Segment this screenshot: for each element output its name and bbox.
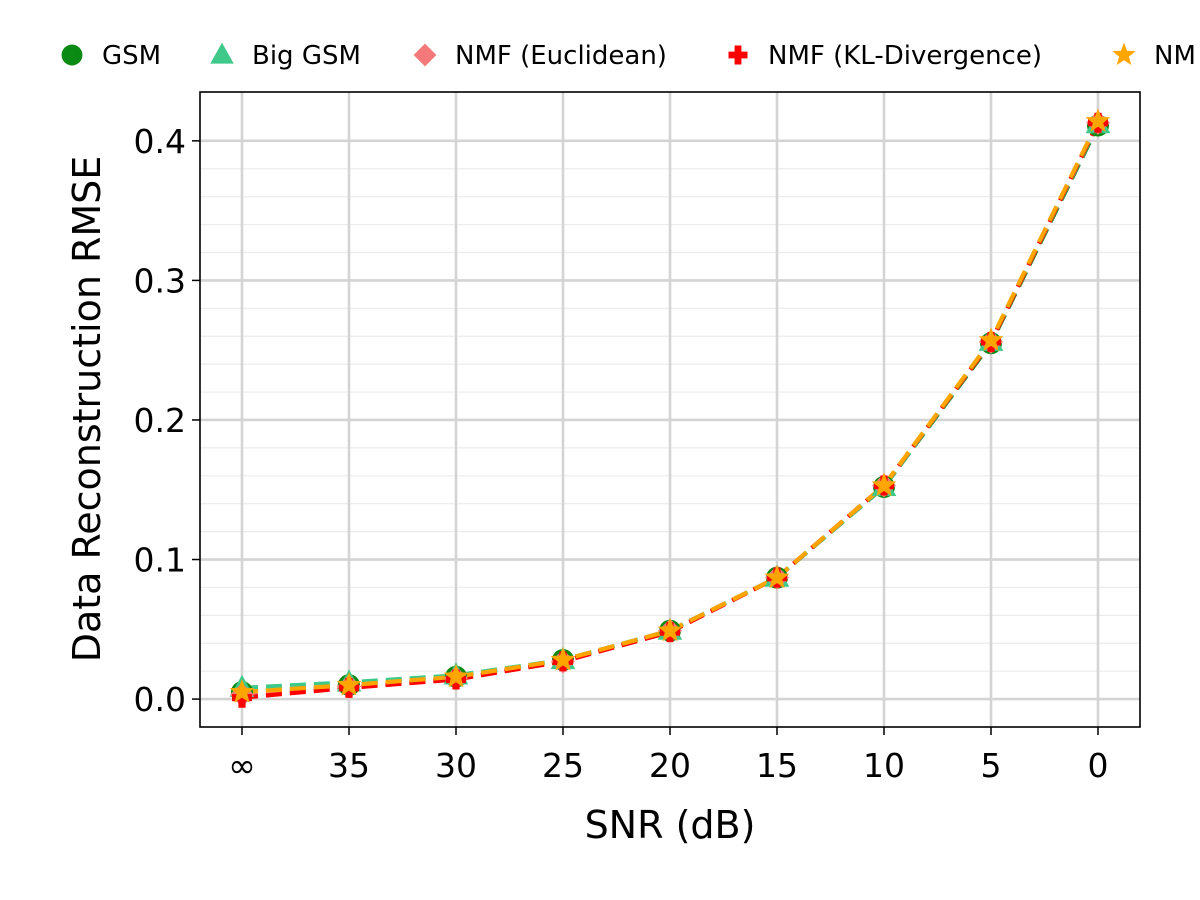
x-tick-label: 30 xyxy=(435,746,477,785)
legend-item-2: NMF (Euclidean) xyxy=(413,41,667,71)
x-axis-ticks: ∞ 35 30 25 20 15 10 5 0 xyxy=(228,727,1109,785)
data-point-4-5 xyxy=(764,564,790,589)
x-tick-label: 25 xyxy=(542,746,584,785)
legend-label-4: NM xyxy=(1154,41,1196,71)
y-tick-label: 0.3 xyxy=(134,261,186,300)
major-gridlines xyxy=(200,92,1140,727)
data-point-4-6 xyxy=(871,472,897,497)
y-tick-label: 0.1 xyxy=(134,541,186,580)
y-tick-label: 0.0 xyxy=(134,680,186,719)
x-tick-label: 10 xyxy=(863,746,905,785)
data-point-4-7 xyxy=(978,327,1004,351)
data-point-4-4 xyxy=(657,617,683,642)
x-tick-label: ∞ xyxy=(228,746,256,785)
data-point-4-0 xyxy=(229,679,255,703)
series-markers xyxy=(229,108,1111,708)
legend-label-3: NMF (KL-Divergence) xyxy=(768,41,1042,71)
data-point-4-2 xyxy=(443,663,469,688)
legend-label-2: NMF (Euclidean) xyxy=(455,41,667,71)
legend: GSM Big GSM NMF (Euclidean) NMF (KL-Diverge… xyxy=(61,41,1196,71)
legend-label-1: Big GSM xyxy=(252,41,361,71)
y-tick-label: 0.4 xyxy=(134,122,186,161)
legend-label-0: GSM xyxy=(102,41,161,71)
data-point-3-0 xyxy=(232,687,252,708)
data-point-4-1 xyxy=(336,672,362,696)
legend-item-0: GSM xyxy=(61,41,161,71)
y-tick-label: 0.2 xyxy=(134,401,186,440)
legend-marker-1 xyxy=(210,42,234,64)
x-tick-label: 0 xyxy=(1088,746,1109,785)
x-tick-label: 35 xyxy=(328,746,370,785)
data-point-4-3 xyxy=(550,647,576,671)
data-point-4-8 xyxy=(1085,108,1111,132)
y-axis-title: Data Reconstruction RMSE xyxy=(65,156,109,663)
legend-item-4: NM xyxy=(1112,41,1196,71)
x-tick-label: 15 xyxy=(756,746,798,785)
y-axis-ticks: 0.0 0.1 0.2 0.3 0.4 xyxy=(134,122,200,719)
x-axis-title: SNR (dB) xyxy=(585,803,756,847)
legend-marker-3 xyxy=(728,45,748,65)
legend-marker-0 xyxy=(61,44,83,66)
x-tick-label: 20 xyxy=(649,746,691,785)
legend-marker-4 xyxy=(1112,42,1136,65)
legend-marker-2 xyxy=(413,43,437,67)
legend-item-1: Big GSM xyxy=(210,41,361,71)
x-tick-label: 5 xyxy=(981,746,1002,785)
legend-item-3: NMF (KL-Divergence) xyxy=(728,41,1042,71)
